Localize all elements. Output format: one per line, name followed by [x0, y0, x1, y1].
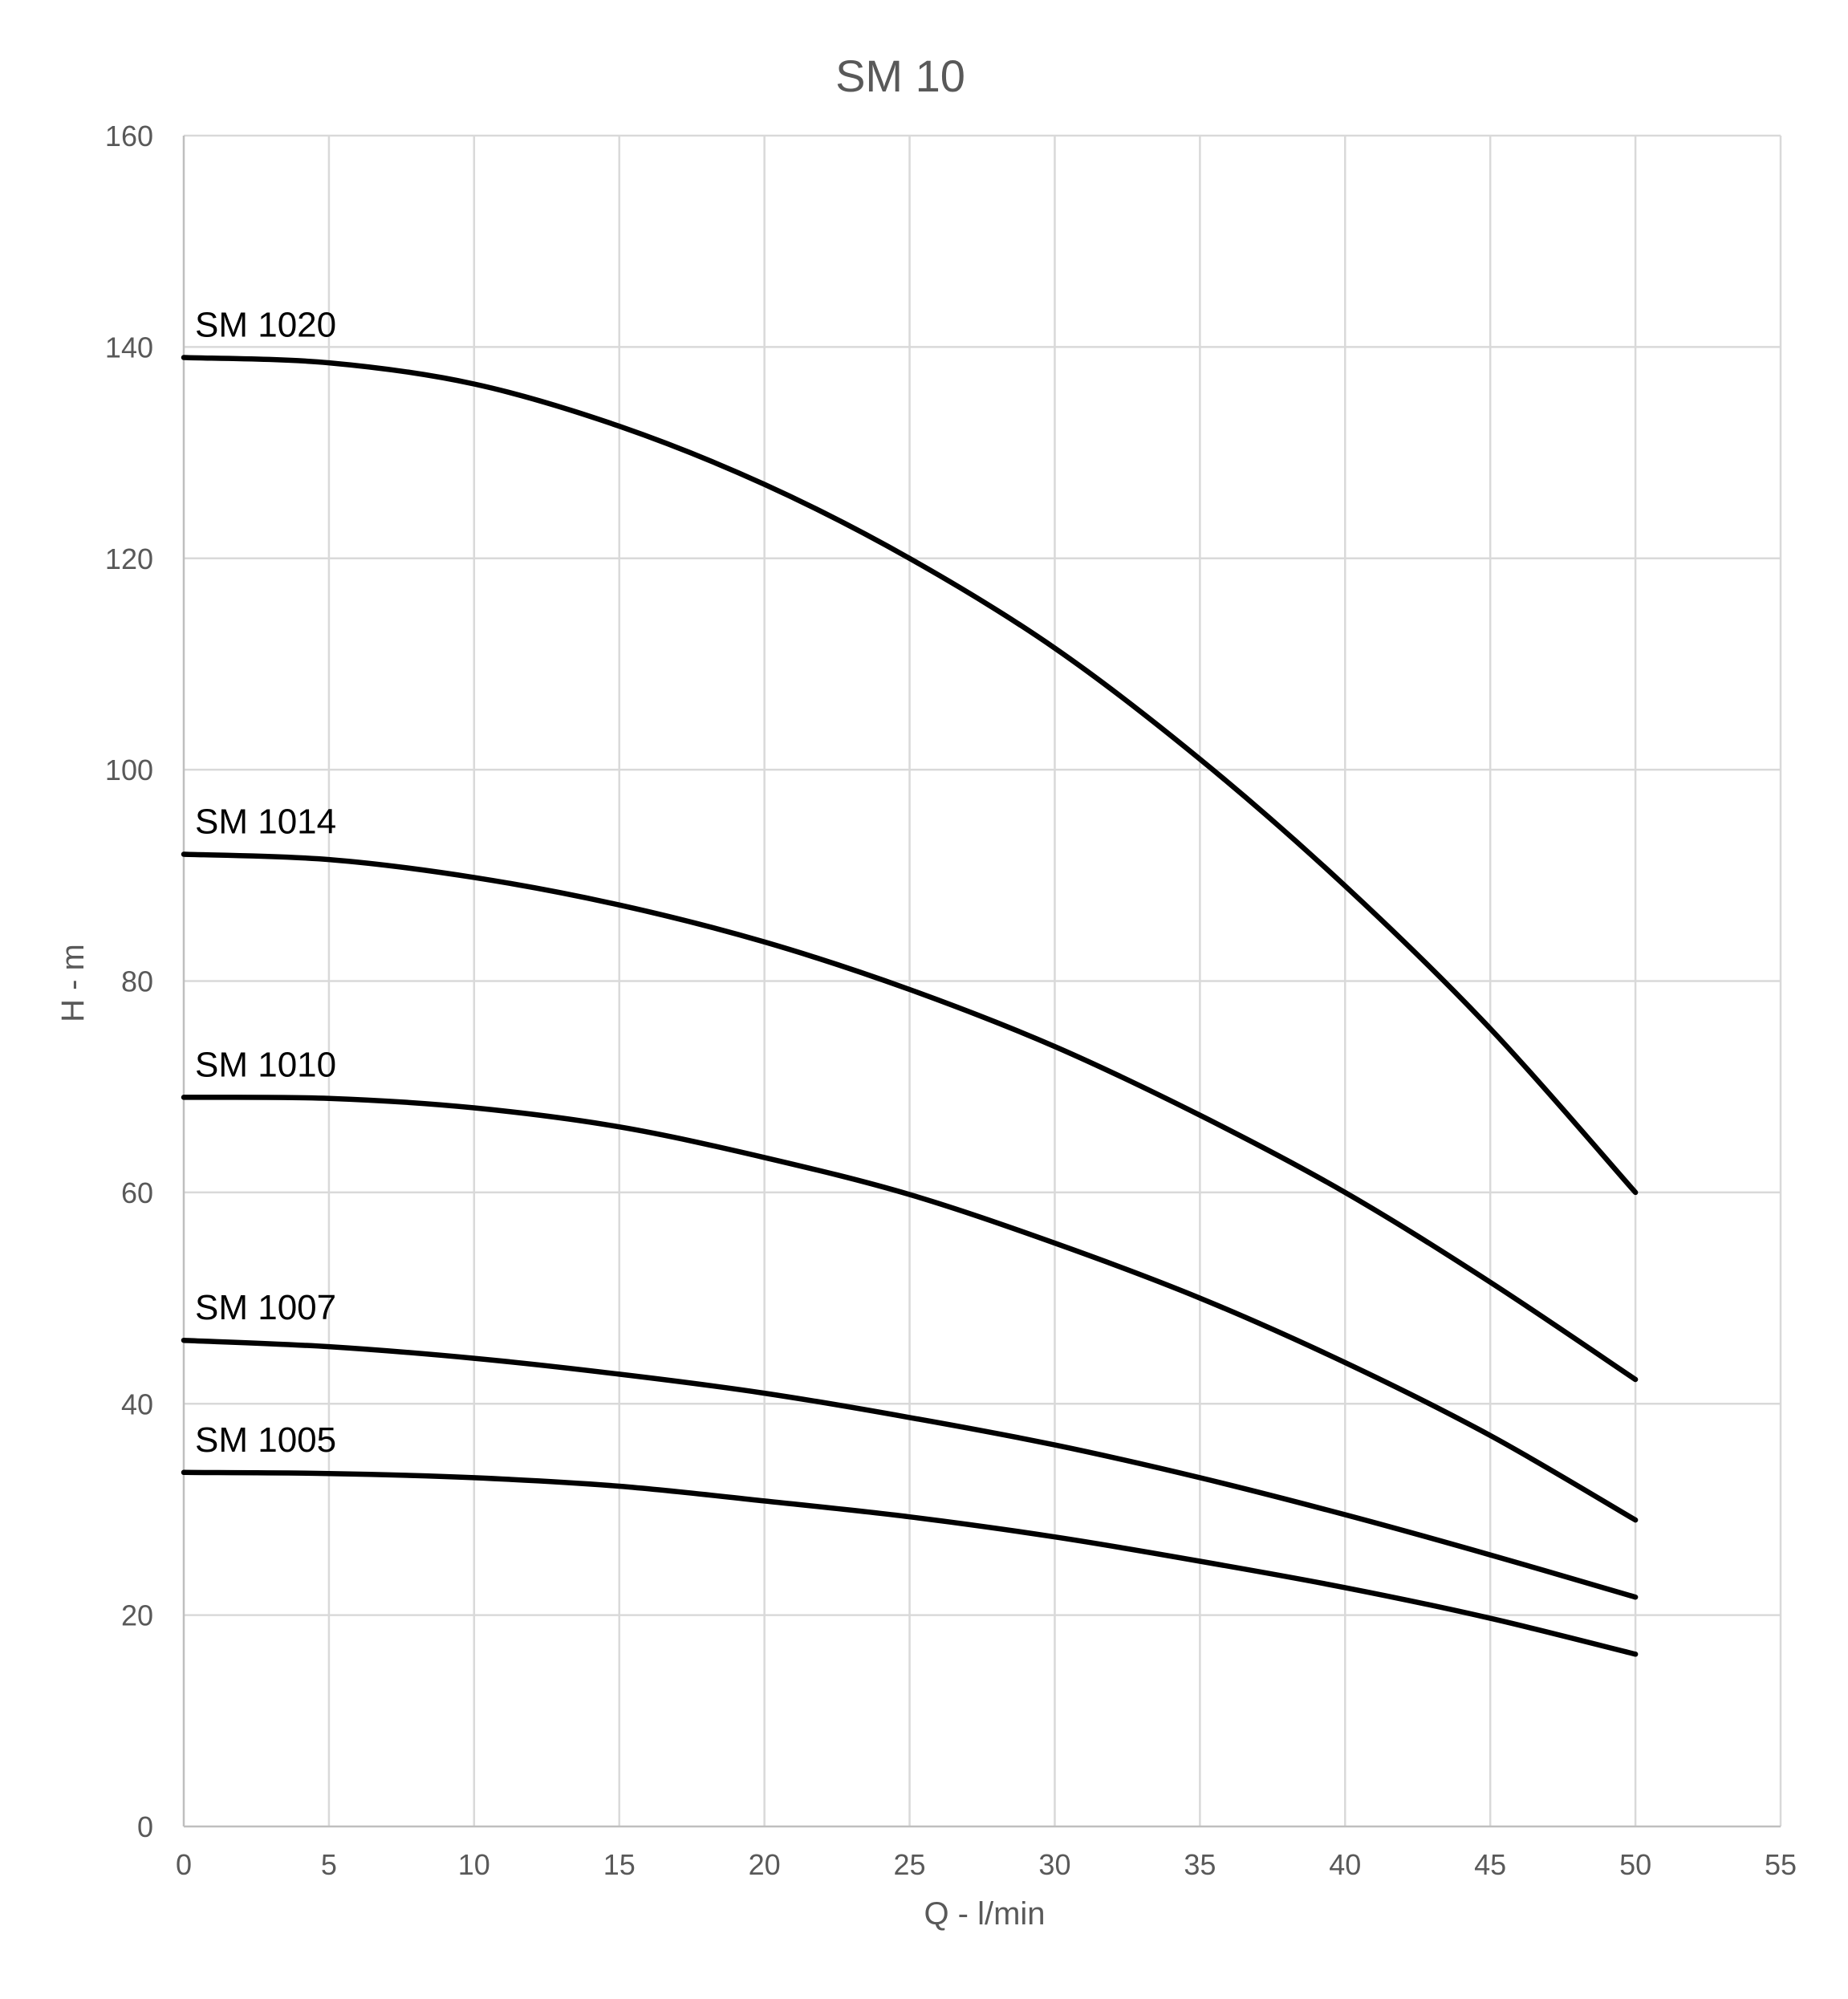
- y-tick-label: 40: [121, 1388, 153, 1420]
- y-tick-label: 120: [105, 542, 153, 575]
- x-tick-label: 55: [1765, 1848, 1797, 1881]
- y-tick-label: 160: [105, 120, 153, 152]
- x-tick-label: 10: [458, 1848, 490, 1881]
- x-tick-label: 15: [603, 1848, 636, 1881]
- y-tick-label: 100: [105, 754, 153, 786]
- x-tick-label: 0: [176, 1848, 192, 1881]
- series-label: SM 1007: [195, 1288, 336, 1327]
- series-labels: SM 1020 SM 1014 SM 1010 SM 1007 SM 1005: [195, 306, 336, 1460]
- series-curve: [181, 355, 1639, 1196]
- x-tick-label: 20: [749, 1848, 781, 1881]
- x-tick-label: 40: [1329, 1848, 1361, 1881]
- y-tick-label: 140: [105, 331, 153, 364]
- x-tick-label: 35: [1184, 1848, 1216, 1881]
- x-tick-label: 5: [321, 1848, 337, 1881]
- y-tick-label: 60: [121, 1176, 153, 1209]
- chart-title: SM 10: [835, 51, 965, 101]
- y-tick-label: 20: [121, 1599, 153, 1632]
- y-axis-title: H - m: [55, 944, 91, 1022]
- series-curve: [181, 1337, 1639, 1600]
- series-curve: [181, 1469, 1639, 1657]
- x-axis-title: Q - l/min: [924, 1896, 1045, 1932]
- series-label: SM 1010: [195, 1045, 336, 1084]
- y-tick-label: 0: [137, 1810, 153, 1843]
- series-label: SM 1005: [195, 1420, 336, 1460]
- series-curve: [181, 1095, 1639, 1523]
- x-tick-label: 45: [1474, 1848, 1506, 1881]
- y-tick-label: 80: [121, 965, 153, 998]
- series-curve: [181, 851, 1639, 1383]
- tick-labels: 0 5 10 15 20 25 30 35 40 45 50 55 0 20 40 60 80 100 120 140…: [105, 120, 1797, 1881]
- series-label: SM 1020: [195, 306, 336, 345]
- x-tick-label: 30: [1038, 1848, 1070, 1881]
- series-label: SM 1014: [195, 802, 336, 841]
- gridlines: [184, 134, 1782, 1826]
- x-tick-label: 25: [894, 1848, 926, 1881]
- x-tick-label: 50: [1619, 1848, 1651, 1881]
- series-curves: [181, 355, 1639, 1657]
- axes: [182, 136, 1781, 1828]
